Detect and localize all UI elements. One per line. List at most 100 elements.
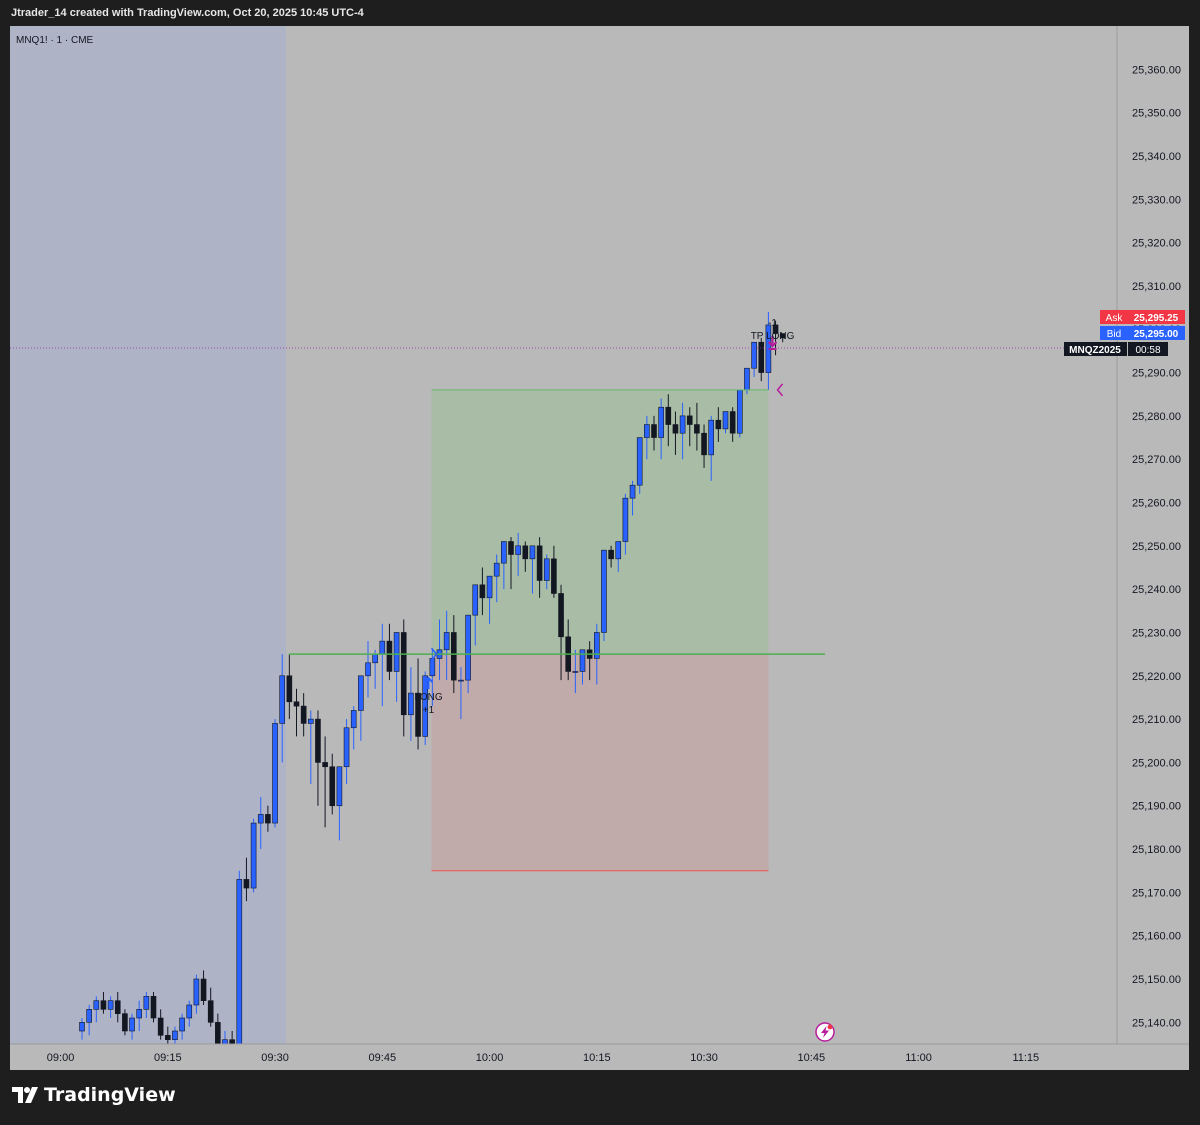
candle <box>286 654 293 720</box>
candle <box>179 1013 185 1040</box>
candle <box>386 623 393 681</box>
candle <box>493 554 500 603</box>
candle <box>622 493 629 555</box>
candle <box>472 584 479 646</box>
candle <box>300 693 307 737</box>
loss-zone[interactable] <box>431 654 769 871</box>
time-tick-label: 10:45 <box>798 1052 826 1064</box>
candle <box>343 719 350 785</box>
candle <box>665 394 672 447</box>
candle <box>708 415 715 481</box>
ask-price: 25,295.25 <box>1134 313 1179 324</box>
candlestick-chart[interactable]: MNQ1! · 1 · CME 25,360.00 25,350.00 25,340… <box>0 0 1200 1070</box>
exit-marker-qty: -1 <box>768 318 777 329</box>
candle <box>329 753 336 815</box>
position-zones <box>431 389 769 871</box>
ask-label-text: Ask <box>1106 313 1124 324</box>
candle <box>615 541 622 572</box>
candle <box>422 671 429 746</box>
price-tick-label: 25,140.00 <box>1132 1017 1181 1029</box>
candle <box>236 870 243 1045</box>
candle <box>150 992 157 1023</box>
candle <box>393 632 400 702</box>
candle <box>136 1000 142 1032</box>
candle <box>100 992 107 1014</box>
candle <box>193 974 200 1014</box>
candle <box>701 424 707 468</box>
price-tick-label: 25,330.00 <box>1132 194 1181 206</box>
symbol-label: MNQ1! · 1 · CME <box>16 35 94 46</box>
price-tick-label: 25,270.00 <box>1132 454 1181 466</box>
candle <box>629 480 636 516</box>
candle <box>322 736 328 828</box>
bid-price: 25,295.00 <box>1134 329 1179 340</box>
candle <box>250 818 257 893</box>
candle <box>536 537 543 598</box>
price-tick-label: 25,180.00 <box>1132 844 1181 856</box>
candle <box>157 1009 164 1040</box>
bid-label-text: Bid <box>1107 329 1121 340</box>
candle <box>715 407 722 442</box>
candle <box>408 667 414 741</box>
entry-arrow-icon <box>423 676 434 690</box>
candle <box>293 688 300 737</box>
candle <box>365 641 371 698</box>
price-tick-label: 25,240.00 <box>1132 584 1181 596</box>
candle <box>479 567 486 616</box>
price-tick-label: 25,340.00 <box>1132 151 1181 163</box>
entry-fill-icon <box>430 647 438 661</box>
candle <box>186 1000 193 1027</box>
candle <box>458 667 464 720</box>
time-tick-label: 09:30 <box>261 1052 289 1064</box>
contract-label: MNQZ2025 00:58 <box>1064 342 1168 356</box>
exit-marker-label: TP LONG <box>751 331 795 342</box>
price-tick-label: 25,160.00 <box>1132 931 1181 943</box>
candles-layer <box>79 311 786 1045</box>
lightning-icon[interactable] <box>815 1022 835 1042</box>
candle <box>79 1018 85 1040</box>
candle <box>86 1005 92 1036</box>
time-tick-label: 09:00 <box>47 1052 75 1064</box>
candle <box>579 649 586 685</box>
price-axis[interactable] <box>1117 26 1189 1044</box>
candle <box>415 658 421 750</box>
candle <box>636 437 643 494</box>
candle <box>779 333 786 343</box>
candle <box>443 610 450 681</box>
time-axis-ticks: 09:00 09:15 09:30 09:45 10:00 10:15 10:30 10:45… <box>47 1052 1039 1064</box>
candle <box>601 549 607 642</box>
candle <box>350 706 357 750</box>
exit-fill-icon <box>776 383 784 397</box>
price-tick-label: 25,290.00 <box>1132 368 1181 380</box>
time-tick-label: 11:00 <box>905 1052 932 1064</box>
candle <box>207 987 214 1027</box>
candle <box>672 411 679 455</box>
tradingview-logo-text: TradingView <box>44 1084 176 1106</box>
candle <box>114 992 121 1023</box>
price-tick-label: 25,220.00 <box>1132 671 1181 683</box>
entry-marker-qty: +1 <box>423 705 435 716</box>
candle <box>501 541 507 590</box>
candle <box>729 407 736 442</box>
price-tick-label: 25,210.00 <box>1132 714 1181 726</box>
candle <box>515 532 521 577</box>
price-tick-label: 25,320.00 <box>1132 238 1181 250</box>
candle <box>694 402 700 451</box>
candle <box>129 1013 135 1040</box>
time-tick-label: 10:00 <box>476 1052 504 1064</box>
time-tick-label: 09:15 <box>154 1052 182 1064</box>
candle <box>558 584 564 681</box>
candle <box>93 996 100 1023</box>
tradingview-logo[interactable]: TradingView <box>12 1084 176 1106</box>
price-tick-label: 25,350.00 <box>1132 108 1181 120</box>
entry-marker-label: LONG <box>414 692 443 703</box>
candle <box>608 545 614 568</box>
price-tick-label: 25,150.00 <box>1132 974 1181 986</box>
price-tick-label: 25,360.00 <box>1132 64 1181 76</box>
candle <box>272 719 278 828</box>
time-axis[interactable] <box>10 1044 1189 1070</box>
time-tick-label: 09:45 <box>369 1052 397 1064</box>
candle <box>358 675 364 741</box>
top-bar: Jtrader_14 created with TradingView.com,… <box>0 0 1200 26</box>
candle <box>400 619 407 737</box>
